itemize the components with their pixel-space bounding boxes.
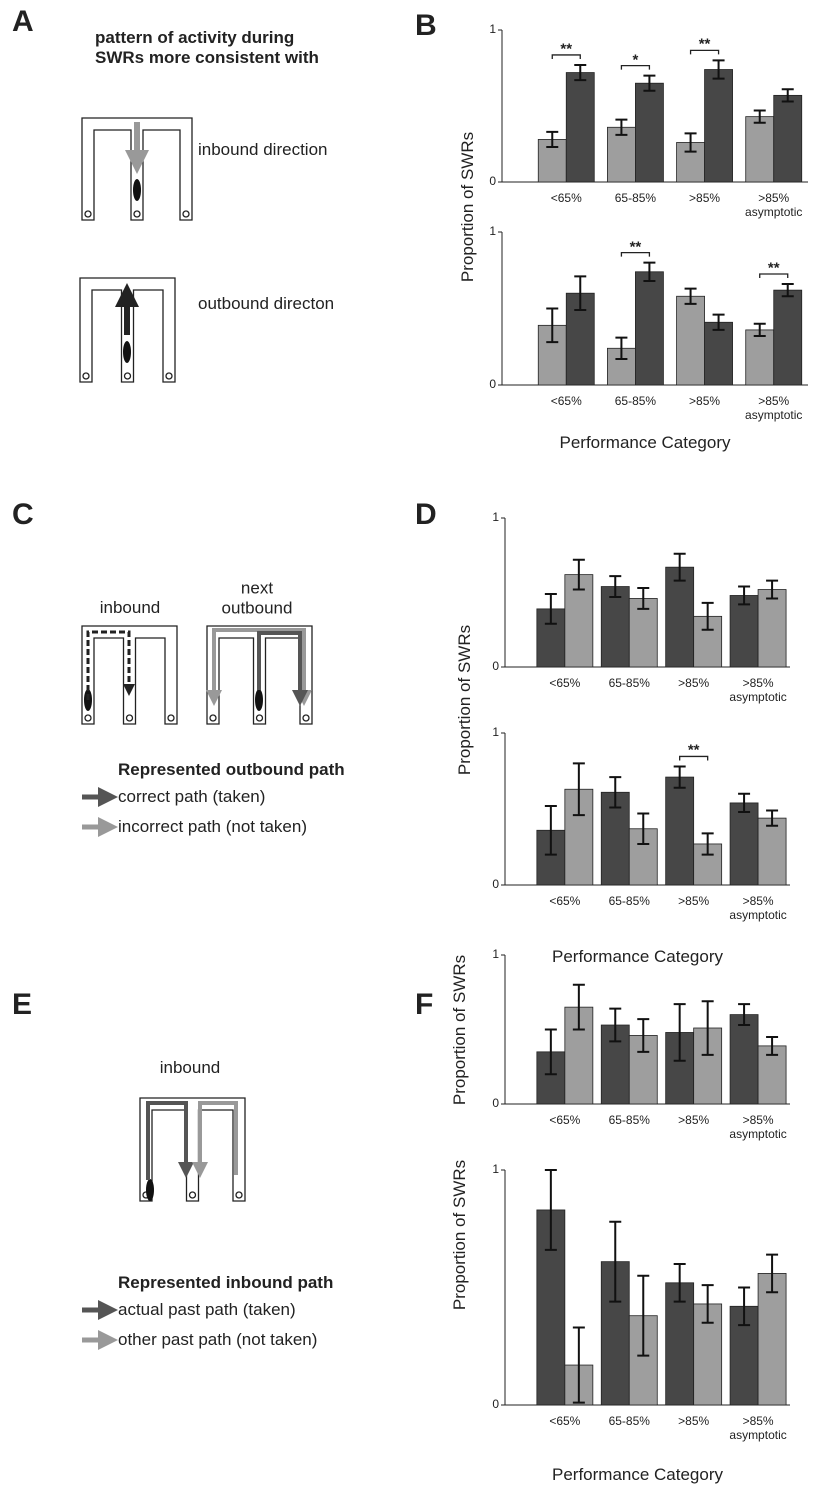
diagram-label: outbound directon: [198, 294, 334, 314]
legend-title: Represented outbound path: [118, 760, 345, 780]
x-tick-label: 65-85%: [600, 192, 670, 206]
legend-label: incorrect path (not taken): [118, 817, 307, 837]
path-arrow: [214, 630, 259, 698]
x-axis-label: Performance Category: [559, 433, 730, 453]
y-axis-label: Proportion of SWRs: [458, 132, 478, 282]
x-tick-label: >85% asymptotic: [723, 677, 793, 705]
significance-label: *: [632, 51, 638, 68]
y-tick-label: 1: [492, 511, 499, 525]
x-tick-label: >85%: [659, 1114, 729, 1128]
bar: [705, 322, 733, 385]
legend-title: Represented inbound path: [118, 1273, 333, 1293]
path-arrow: [200, 1103, 236, 1175]
x-tick-label: 65-85%: [594, 677, 664, 691]
y-tick-label: 0: [492, 1398, 499, 1412]
diagram-heading: SWRs more consistent with: [95, 48, 319, 68]
maze-label: next outbound: [217, 578, 297, 617]
x-tick-label: <65%: [531, 192, 601, 206]
legend-label: correct path (taken): [118, 787, 265, 807]
rat: [133, 179, 141, 201]
bar: [730, 1015, 758, 1104]
panel-label: A: [12, 5, 34, 40]
maze-label: inbound: [160, 1058, 221, 1078]
bar: [730, 803, 758, 885]
x-tick-label: 65-85%: [594, 895, 664, 909]
significance-label: **: [560, 40, 572, 57]
bar: [601, 587, 629, 667]
x-tick-label: 65-85%: [594, 1415, 664, 1429]
x-tick-label: >85% asymptotic: [739, 395, 809, 423]
rat: [255, 689, 263, 711]
bar: [774, 95, 802, 182]
y-axis-label: Proportion of SWRs: [450, 1160, 470, 1310]
rat: [146, 1179, 154, 1201]
x-tick-label: >85%: [659, 1415, 729, 1429]
rat: [123, 341, 131, 363]
diagram-label: inbound direction: [198, 140, 327, 160]
maze-label: inbound: [100, 598, 161, 618]
panel-label: F: [415, 988, 433, 1023]
panel-label: E: [12, 988, 32, 1023]
bar: [758, 590, 786, 667]
y-tick-label: 1: [489, 225, 496, 239]
y-tick-label: 0: [489, 378, 496, 392]
x-tick-label: >85%: [659, 895, 729, 909]
x-tick-label: >85% asymptotic: [723, 895, 793, 923]
panel-label: C: [12, 498, 34, 533]
x-tick-label: >85% asymptotic: [723, 1114, 793, 1142]
bar: [666, 567, 694, 667]
path-arrow: [148, 1103, 186, 1180]
x-tick-label: 65-85%: [600, 395, 670, 409]
bar: [774, 290, 802, 385]
x-tick-label: 65-85%: [594, 1114, 664, 1128]
panel-label: B: [415, 9, 437, 44]
bar: [666, 777, 694, 885]
bar: [746, 330, 774, 385]
x-tick-label: >85% asymptotic: [739, 192, 809, 220]
x-tick-label: >85%: [670, 192, 740, 206]
bar: [635, 272, 663, 385]
x-tick-label: <65%: [530, 1415, 600, 1429]
significance-label: **: [768, 259, 780, 276]
x-tick-label: <65%: [531, 395, 601, 409]
y-tick-label: 0: [489, 175, 496, 189]
y-tick-label: 1: [492, 1163, 499, 1177]
x-tick-label: >85% asymptotic: [723, 1415, 793, 1443]
x-axis-label: Performance Category: [552, 947, 723, 967]
bar: [746, 117, 774, 182]
significance-label: **: [688, 742, 700, 759]
panel-label: D: [415, 498, 437, 533]
y-tick-label: 0: [492, 660, 499, 674]
bar: [635, 83, 663, 182]
y-tick-label: 0: [492, 878, 499, 892]
diagram-heading: pattern of activity during: [95, 28, 294, 48]
y-tick-label: 1: [492, 948, 499, 962]
bar: [705, 70, 733, 182]
x-tick-label: <65%: [530, 677, 600, 691]
y-axis-label: Proportion of SWRs: [455, 625, 475, 775]
y-axis-label: Proportion of SWRs: [450, 955, 470, 1105]
x-tick-label: <65%: [530, 1114, 600, 1128]
maze-outline: [140, 1098, 245, 1201]
bar: [730, 595, 758, 667]
figure: A B C D E Fpattern of activity duringSWRs mor…: [0, 0, 840, 1486]
bar: [677, 296, 705, 385]
bar: [566, 73, 594, 182]
bar: [758, 818, 786, 885]
significance-label: **: [699, 36, 711, 53]
y-tick-label: 0: [492, 1097, 499, 1111]
significance-label: **: [630, 238, 642, 255]
y-tick-label: 1: [489, 23, 496, 37]
legend-label: actual past path (taken): [118, 1300, 296, 1320]
y-tick-label: 1: [492, 726, 499, 740]
x-tick-label: <65%: [530, 895, 600, 909]
x-tick-label: >85%: [670, 395, 740, 409]
x-tick-label: >85%: [659, 677, 729, 691]
legend-label: other past path (not taken): [118, 1330, 317, 1350]
figure-canvas: [0, 0, 840, 1486]
x-axis-label: Performance Category: [552, 1465, 723, 1485]
